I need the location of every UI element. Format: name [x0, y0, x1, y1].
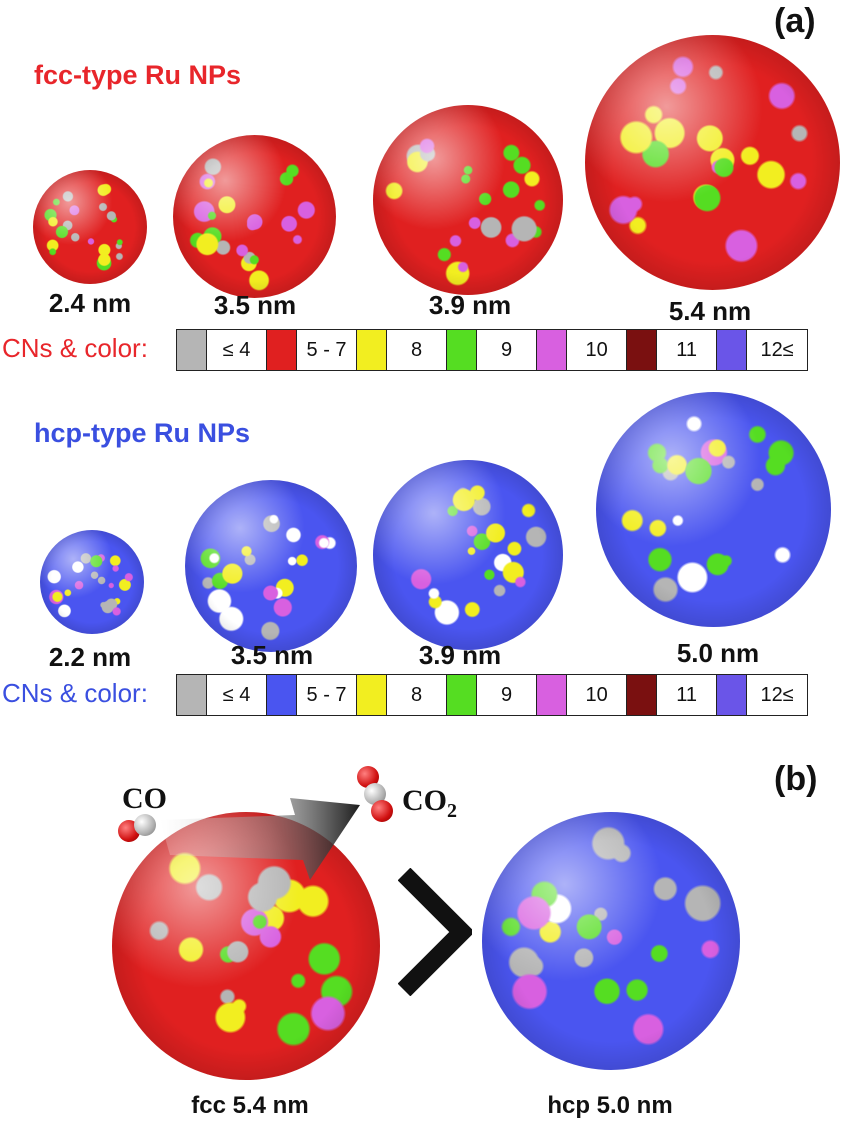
fcc-size-label-2: 3.5 nm: [213, 290, 297, 320]
fcc-size-label-1: 2.4 nm: [48, 288, 132, 318]
co2-label: CO2: [402, 784, 457, 823]
hcp-size-label-1: 2.2 nm: [48, 642, 132, 672]
hcp-caption: hcp 5.0 nm: [547, 1092, 673, 1119]
panel-a-label: (a): [774, 2, 816, 40]
hcp-cn-color-legend: ≤ 4 5 - 7 8 9 10 11 12≤: [176, 674, 808, 716]
fcc-legend-label-3: 8: [387, 330, 448, 370]
greater-than-symbol: [398, 868, 472, 996]
hcp-nanoparticle-3.5nm: [185, 480, 357, 652]
co-label: CO: [122, 782, 167, 815]
panel-b-label: (b): [774, 760, 818, 798]
fcc-legend-label-6: 11: [657, 330, 718, 370]
co2-oxygen-atom-2: [371, 800, 393, 822]
fcc-legend-label-1: ≤ 4: [207, 330, 268, 370]
fcc-legend-swatch-1: [177, 330, 208, 370]
co2-oxygen-atom-1: [357, 766, 379, 788]
hcp-nanoparticle-2.2nm: [40, 530, 144, 634]
fcc-legend-label-4: 9: [477, 330, 538, 370]
hcp-5.0nm-large-sphere: [482, 812, 740, 1070]
hcp-legend-swatch-1: [177, 675, 208, 715]
fcc-cn-color-legend: ≤ 4 5 - 7 8 9 10 11 12≤: [176, 329, 808, 371]
hcp-nanoparticle-5.0nm: [596, 392, 831, 627]
fcc-nanoparticle-2.4nm: [33, 170, 147, 284]
hcp-legend-title: CNs & color:: [2, 678, 148, 708]
hcp-legend-swatch-7: [717, 675, 748, 715]
fcc-size-label-3: 3.9 nm: [428, 290, 512, 320]
reaction-arrow: [160, 798, 360, 880]
co2-subscript: 2: [447, 800, 457, 822]
co2-carbon-atom: [364, 783, 386, 805]
hcp-legend-label-1: ≤ 4: [207, 675, 268, 715]
hcp-legend-label-3: 8: [387, 675, 448, 715]
hcp-legend-label-7: 12≤: [760, 683, 794, 706]
fcc-title: fcc-type Ru NPs: [34, 60, 242, 90]
hcp-legend-swatch-5: [537, 675, 568, 715]
hcp-size-label-3: 3.9 nm: [418, 640, 502, 670]
hcp-legend-label-4: 9: [477, 675, 538, 715]
co2-label-text: CO: [402, 784, 447, 817]
hcp-legend-swatch-3: [357, 675, 388, 715]
hcp-legend-swatch-6: [627, 675, 658, 715]
co-carbon-atom: [134, 814, 156, 836]
hcp-legend-swatch-4: [447, 675, 478, 715]
hcp-legend-label-5: 10: [567, 675, 628, 715]
hcp-title: hcp-type Ru NPs: [34, 418, 251, 448]
fcc-legend-swatch-5: [537, 330, 568, 370]
fcc-nanoparticle-5.4nm: [585, 35, 840, 290]
fcc-legend-label-7: 12≤: [760, 338, 794, 361]
fcc-nanoparticle-3.5nm: [173, 135, 336, 298]
fcc-legend-title: CNs & color:: [2, 333, 148, 363]
fcc-legend-swatch-4: [447, 330, 478, 370]
fcc-legend-label-2: 5 - 7: [297, 330, 358, 370]
fcc-legend-swatch-2: [267, 330, 298, 370]
hcp-size-label-4: 5.0 nm: [676, 638, 760, 668]
hcp-legend-label-6: 11: [657, 675, 718, 715]
hcp-size-label-2: 3.5 nm: [230, 640, 314, 670]
fcc-size-label-4: 5.4 nm: [668, 296, 752, 326]
fcc-legend-swatch-7: [717, 330, 748, 370]
fcc-legend-label-5: 10: [567, 330, 628, 370]
fcc-legend-swatch-3: [357, 330, 388, 370]
hcp-legend-label-2: 5 - 7: [297, 675, 358, 715]
hcp-nanoparticle-3.9nm: [373, 460, 563, 650]
fcc-caption: fcc 5.4 nm: [191, 1092, 309, 1119]
hcp-legend-swatch-2: [267, 675, 298, 715]
fcc-legend-swatch-6: [627, 330, 658, 370]
fcc-nanoparticle-3.9nm: [373, 105, 563, 295]
